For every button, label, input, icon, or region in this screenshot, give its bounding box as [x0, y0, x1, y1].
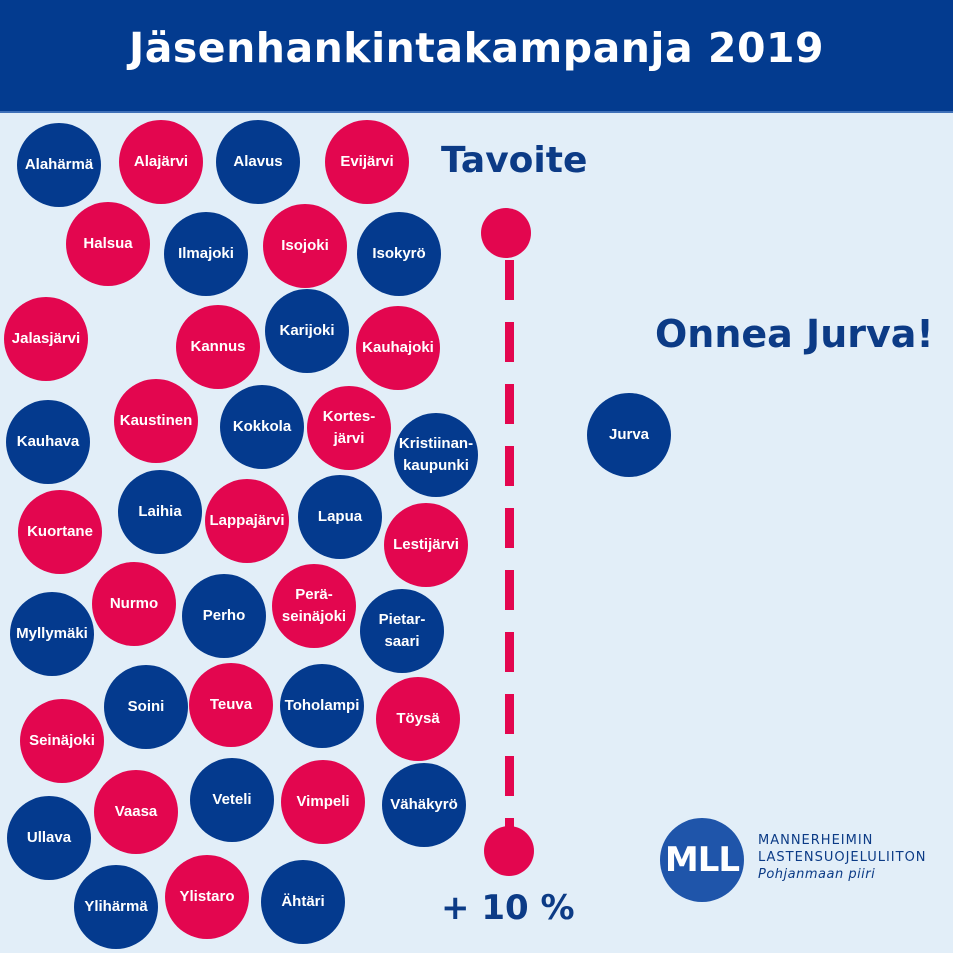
municipality-name: Evijärvi	[340, 153, 394, 170]
municipality-bubble: Lapua	[298, 475, 382, 559]
municipality-name: Ilmajoki	[178, 245, 234, 262]
municipality-bubble: Laihia	[118, 470, 202, 554]
municipality-bubble: Isokyrö	[357, 212, 441, 296]
municipality-name: Alavus	[233, 153, 283, 170]
municipality-name: Vähäkyrö	[390, 796, 458, 813]
header-banner: Jäsenhankintakampanja 2019	[0, 0, 953, 113]
municipality-name: Kauhajoki	[362, 339, 434, 356]
logo-line-1: MANNERHEIMIN	[758, 833, 874, 848]
mll-logo: MLL MANNERHEIMIN LASTENSUOJELULIITON Poh…	[660, 818, 945, 902]
municipality-bubble: Kristiinan- kaupunki	[394, 413, 478, 497]
goal-dashed-line	[505, 260, 514, 830]
municipality-bubble: Vimpeli	[281, 760, 365, 844]
municipality-bubble: Ullava	[7, 796, 91, 880]
municipality-bubble: Ylistaro	[165, 855, 249, 939]
municipality-name: Kuortane	[27, 523, 93, 540]
municipality-name: Kauhava	[16, 433, 80, 450]
municipality-bubble: Evijärvi	[325, 120, 409, 204]
municipality-name: Töysä	[396, 710, 440, 727]
municipality-bubble: Karijoki	[265, 289, 349, 373]
municipality-bubble: Kaustinen	[114, 379, 198, 463]
municipality-bubble: Alajärvi	[119, 120, 203, 204]
municipality-bubble: Kannus	[176, 305, 260, 389]
municipality-name: Isokyrö	[372, 245, 426, 262]
municipality-bubble: Teuva	[189, 663, 273, 747]
municipality-bubble: Lestijärvi	[384, 503, 468, 587]
municipality-name: Kaustinen	[119, 412, 193, 429]
municipality-name: Vaasa	[114, 803, 158, 820]
municipality-name: Laihia	[138, 503, 182, 520]
municipality-bubble: Halsua	[66, 202, 150, 286]
municipality-bubble: Ylihärmä	[74, 865, 158, 949]
municipality-bubble: Jalasjärvi	[4, 297, 88, 381]
municipality-name: Kannus	[190, 338, 246, 355]
municipality-name: Veteli	[212, 791, 252, 808]
municipality-bubble: Jurva	[587, 393, 671, 477]
municipality-name: Lappajärvi	[209, 512, 285, 529]
municipality-name: Vimpeli	[296, 793, 350, 810]
municipality-bubble: Kuortane	[18, 490, 102, 574]
municipality-bubble: Ilmajoki	[164, 212, 248, 296]
municipality-name: Lapua	[317, 508, 363, 525]
municipality-name: Nurmo	[109, 595, 159, 612]
municipality-bubble: Vähäkyrö	[382, 763, 466, 847]
municipality-bubble: Seinäjoki	[20, 699, 104, 783]
municipality-bubble: Lappajärvi	[205, 479, 289, 563]
page-title: Jäsenhankintakampanja 2019	[128, 24, 825, 72]
municipality-name: Isojoki	[281, 237, 329, 254]
municipality-name: Kortes- järvi	[322, 408, 376, 447]
municipality-name: Myllymäki	[16, 625, 88, 642]
municipality-name: Soini	[127, 698, 165, 715]
logo-line-2: LASTENSUOJELULIITON	[758, 850, 927, 865]
municipality-bubble: Perho	[182, 574, 266, 658]
goal-increase-label: + 10 %	[441, 888, 575, 928]
municipality-bubble: Nurmo	[92, 562, 176, 646]
municipality-name: Perho	[202, 607, 246, 624]
municipality-bubble: Kortes- järvi	[307, 386, 391, 470]
municipality-name: Kristiinan- kaupunki	[398, 435, 474, 474]
municipality-bubble: Soini	[104, 665, 188, 749]
municipality-name: Pietar- saari	[378, 611, 426, 650]
municipality-bubble: Kauhava	[6, 400, 90, 484]
municipality-name: Halsua	[83, 235, 133, 252]
municipality-bubble: Töysä	[376, 677, 460, 761]
municipality-bubble: Pietar- saari	[360, 589, 444, 673]
municipality-name: Ähtäri	[281, 893, 325, 910]
municipality-bubble: Kokkola	[220, 385, 304, 469]
municipality-name: Karijoki	[279, 322, 335, 339]
municipality-name: Toholampi	[284, 697, 360, 714]
municipality-bubble: Alahärmä	[17, 123, 101, 207]
logo-line-3: Pohjanmaan piiri	[758, 867, 876, 882]
municipality-name: Jurva	[608, 426, 650, 443]
municipality-name: Perä- seinäjoki	[281, 586, 347, 625]
municipality-bubble: Perä- seinäjoki	[272, 564, 356, 648]
municipality-name: Ylihärmä	[84, 898, 148, 915]
municipality-bubble: Alavus	[216, 120, 300, 204]
goal-bottom-marker	[484, 826, 534, 876]
municipality-name: Teuva	[209, 696, 253, 713]
congratulation-message: Onnea Jurva!	[655, 312, 934, 356]
municipality-name: Lestijärvi	[393, 536, 459, 553]
municipality-name: Kokkola	[232, 418, 292, 435]
municipality-name: Jalasjärvi	[11, 330, 81, 347]
municipality-name: Seinäjoki	[29, 732, 95, 749]
municipality-name: Ullava	[26, 829, 72, 846]
goal-label: Tavoite	[441, 140, 588, 181]
goal-top-marker	[481, 208, 531, 258]
municipality-bubble: Vaasa	[94, 770, 178, 854]
mll-logo-badge: MLL	[660, 818, 744, 902]
municipality-bubble: Ähtäri	[261, 860, 345, 944]
municipality-bubble: Toholampi	[280, 664, 364, 748]
municipality-bubble: Kauhajoki	[356, 306, 440, 390]
mll-logo-text: MANNERHEIMIN LASTENSUOJELULIITON Pohjanm…	[758, 832, 927, 883]
municipality-name: Ylistaro	[179, 888, 235, 905]
municipality-name: Alahärmä	[24, 156, 94, 173]
municipality-bubble: Isojoki	[263, 204, 347, 288]
municipality-name: Alajärvi	[133, 153, 189, 170]
municipality-bubble: Myllymäki	[10, 592, 94, 676]
municipality-bubble: Veteli	[190, 758, 274, 842]
